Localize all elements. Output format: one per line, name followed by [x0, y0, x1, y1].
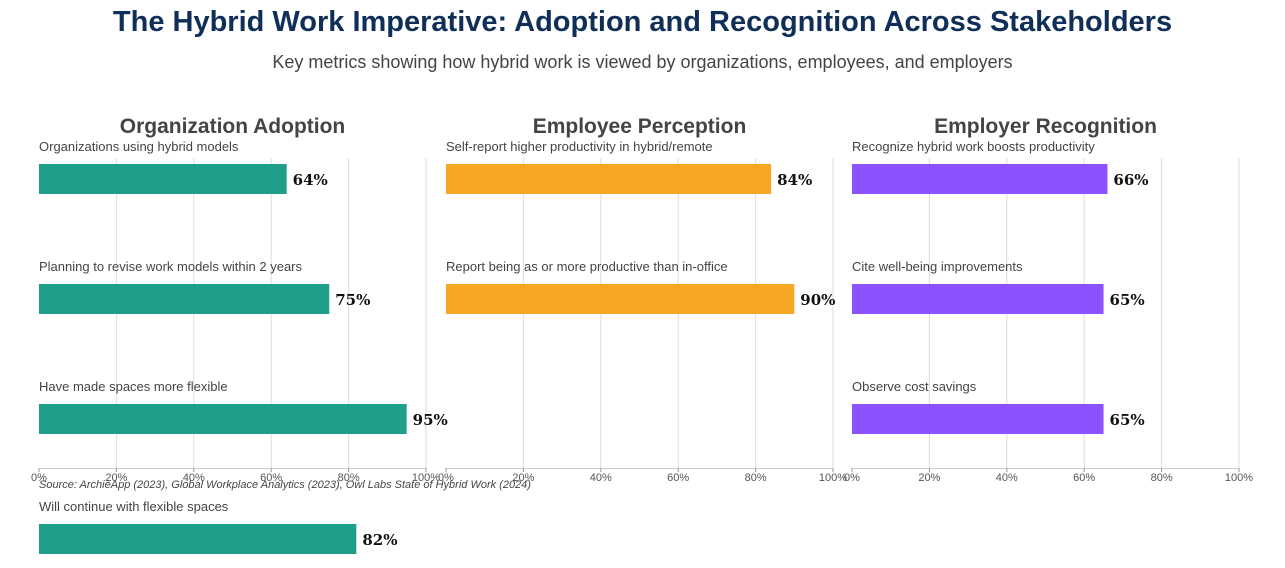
data-label: 64%	[293, 171, 328, 189]
source-note: Source: ArchieApp (2023), Global Workpla…	[39, 479, 531, 491]
data-label: 75%	[335, 291, 370, 309]
data-label: 65%	[1110, 291, 1145, 309]
x-tick-label: 80%	[745, 472, 767, 484]
x-tick-label: 60%	[1073, 472, 1095, 484]
panel-title: Employee Perception	[533, 115, 747, 138]
x-tick-label: 60%	[260, 472, 282, 484]
category-label: Self-report higher productivity in hybri…	[446, 139, 713, 154]
data-label: 84%	[777, 171, 812, 189]
bar	[39, 164, 287, 194]
x-tick-label: 100%	[412, 472, 440, 484]
bar	[446, 284, 795, 314]
category-label: Have made spaces more flexible	[39, 379, 228, 394]
x-tick-label: 0%	[31, 472, 47, 484]
data-label: 65%	[1110, 411, 1145, 429]
data-label: 82%	[362, 531, 397, 549]
x-tick-label: 0%	[438, 472, 454, 484]
bar	[39, 524, 357, 554]
x-tick-label: 40%	[590, 472, 612, 484]
x-tick-label: 100%	[819, 472, 847, 484]
category-label: Organizations using hybrid models	[39, 139, 239, 154]
x-tick-label: 0%	[844, 472, 860, 484]
panel-title: Organization Adoption	[120, 115, 346, 138]
category-label: Cite well-being improvements	[852, 259, 1023, 274]
chart-subtitle: Key metrics showing how hybrid work is v…	[272, 52, 1013, 72]
x-tick-label: 100%	[1225, 472, 1253, 484]
category-label: Will continue with flexible spaces	[39, 499, 229, 514]
category-label: Report being as or more productive than …	[446, 259, 728, 274]
data-label: 95%	[413, 411, 448, 429]
x-tick-label: 20%	[918, 472, 940, 484]
x-tick-label: 60%	[667, 472, 689, 484]
panel-title: Employer Recognition	[934, 115, 1157, 138]
chart-title: The Hybrid Work Imperative: Adoption and…	[112, 6, 1173, 38]
x-tick-label: 20%	[105, 472, 127, 484]
bar	[852, 404, 1104, 434]
x-tick-label: 40%	[183, 472, 205, 484]
bar	[39, 284, 330, 314]
category-label: Planning to revise work models within 2 …	[39, 259, 303, 274]
x-tick-label: 80%	[1151, 472, 1173, 484]
x-tick-label: 20%	[512, 472, 534, 484]
bar	[852, 284, 1104, 314]
bar	[39, 404, 407, 434]
x-tick-label: 40%	[996, 472, 1018, 484]
x-tick-label: 80%	[338, 472, 360, 484]
bar	[446, 164, 772, 194]
category-label: Observe cost savings	[852, 379, 977, 394]
data-label: 90%	[800, 291, 835, 309]
bar	[852, 164, 1108, 194]
data-label: 66%	[1113, 171, 1148, 189]
category-label: Recognize hybrid work boosts productivit…	[852, 139, 1095, 154]
